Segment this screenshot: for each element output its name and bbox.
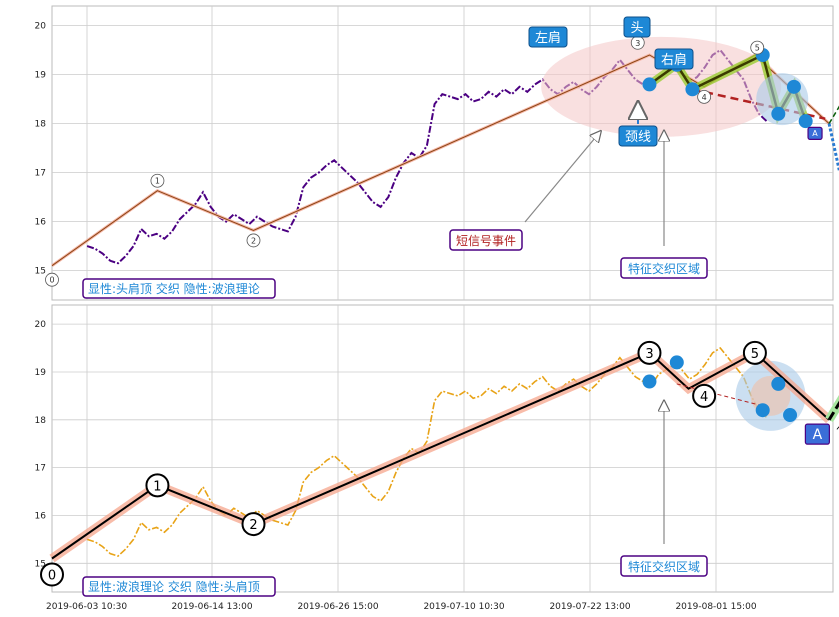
- top-wave-marker: [45, 272, 59, 287]
- top-legend-box: [82, 278, 276, 299]
- top-pattern-region: [541, 36, 782, 137]
- bottom-hs-point: [755, 403, 770, 418]
- top-y-tick-label: 20: [35, 22, 47, 32]
- bottom-y-tick-label: 19: [35, 368, 47, 378]
- bottom-wave-label: 2: [249, 518, 257, 533]
- top-wave-marker: [246, 233, 261, 248]
- bottom-y-tick-label: 15: [35, 559, 46, 569]
- pattern-label-head: 头: [630, 21, 643, 36]
- top-wave-label: 0: [49, 276, 54, 285]
- bottom-zone-box: [620, 555, 708, 577]
- bottom-neckline: [676, 383, 771, 409]
- pattern-badge-head: [623, 16, 651, 38]
- bottom-panel-frame: [51, 304, 834, 593]
- top-legend-text: 显性:头肩顶 交织 隐性:波浪理论: [88, 281, 260, 296]
- top-zone-box: [620, 257, 708, 279]
- x-tick-label: 2019-07-22 13:00: [549, 602, 630, 612]
- bottom-hs-point: [669, 355, 684, 370]
- top-y-tick-label: 15: [35, 267, 46, 277]
- top-wave-label: 3: [635, 39, 640, 48]
- bottom-wave-label: 3: [645, 347, 653, 362]
- bottom-wave-label: 4: [700, 390, 708, 405]
- bottom-y-tick-label: 20: [35, 320, 47, 330]
- bottom-y-tick-label: 18: [35, 416, 47, 426]
- top-wave-label: 1: [155, 177, 160, 186]
- bottom-wave-label: 1: [153, 479, 161, 494]
- top-y-tick-label: 16: [35, 218, 47, 228]
- bottom-legend-box: [82, 576, 276, 597]
- hs-point: [786, 79, 801, 94]
- pattern-badge-right-shoulder: [654, 48, 694, 70]
- top-zone-text: 特征交织区域: [628, 261, 700, 276]
- top-abc-badge: [807, 126, 823, 141]
- hs-point: [642, 77, 657, 92]
- signal-text: 短信号事件: [456, 234, 516, 248]
- bottom-zone-text: 特征交织区域: [628, 559, 700, 574]
- pattern-badge-neckline: [618, 125, 658, 147]
- bottom-wave-marker: [145, 473, 170, 498]
- bottom-abc-badge: [804, 423, 830, 445]
- top-y-tick-label: 19: [35, 71, 47, 81]
- bottom-wave-marker: [637, 340, 662, 365]
- top-abc-label: A: [812, 129, 818, 138]
- bottom-legend-text: 显性:波浪理论 交织 隐性:头肩顶: [88, 579, 260, 594]
- bottom-hs-point: [783, 408, 798, 423]
- bottom-wave-marker: [692, 383, 717, 408]
- top-wave-label: 5: [755, 44, 760, 53]
- bottom-wave-label: 5: [751, 347, 759, 362]
- bottom-wave-marker: [241, 512, 266, 537]
- bottom-abc-label: A: [813, 427, 823, 443]
- x-tick-label: 2019-08-01 15:00: [675, 602, 756, 612]
- bottom-wave-marker: [742, 340, 767, 365]
- bottom-hs-point: [771, 376, 786, 391]
- pattern-label-left-shoulder: 左肩: [535, 30, 561, 46]
- hs-point: [771, 106, 786, 121]
- bottom-y-tick-label: 17: [35, 464, 46, 474]
- top-wave-label: 2: [251, 236, 256, 245]
- bottom-wave-label: 0: [48, 569, 56, 584]
- bottom-hs-point: [642, 374, 657, 389]
- signal-box: [449, 229, 523, 251]
- bottom-y-tick-label: 16: [35, 511, 47, 521]
- hs-point: [798, 114, 813, 129]
- x-tick-label: 2019-06-14 13:00: [171, 602, 252, 612]
- top-y-tick-label: 18: [35, 120, 47, 130]
- bottom-price-line: [86, 346, 768, 558]
- pattern-label-neckline: 颈线: [625, 130, 651, 145]
- pattern-badge-left-shoulder: [528, 26, 568, 48]
- top-wave-marker: [750, 40, 765, 55]
- x-tick-label: 2019-06-26 15:00: [297, 602, 378, 612]
- x-tick-label: 2019-06-03 10:30: [46, 602, 127, 612]
- top-wave-marker: [150, 173, 165, 188]
- signal-arrow: [524, 132, 600, 223]
- top-wave-label: 4: [702, 93, 707, 102]
- top-wave-marker: [697, 89, 712, 104]
- top-abc-drop: [827, 123, 839, 171]
- hs-point: [685, 82, 700, 97]
- top-price-line: [86, 48, 768, 265]
- pattern-label-right-shoulder: 右肩: [661, 52, 687, 68]
- x-tick-label: 2019-07-10 10:30: [423, 602, 504, 612]
- top-y-tick-label: 17: [35, 169, 46, 179]
- bottom-wave-marker: [40, 562, 64, 587]
